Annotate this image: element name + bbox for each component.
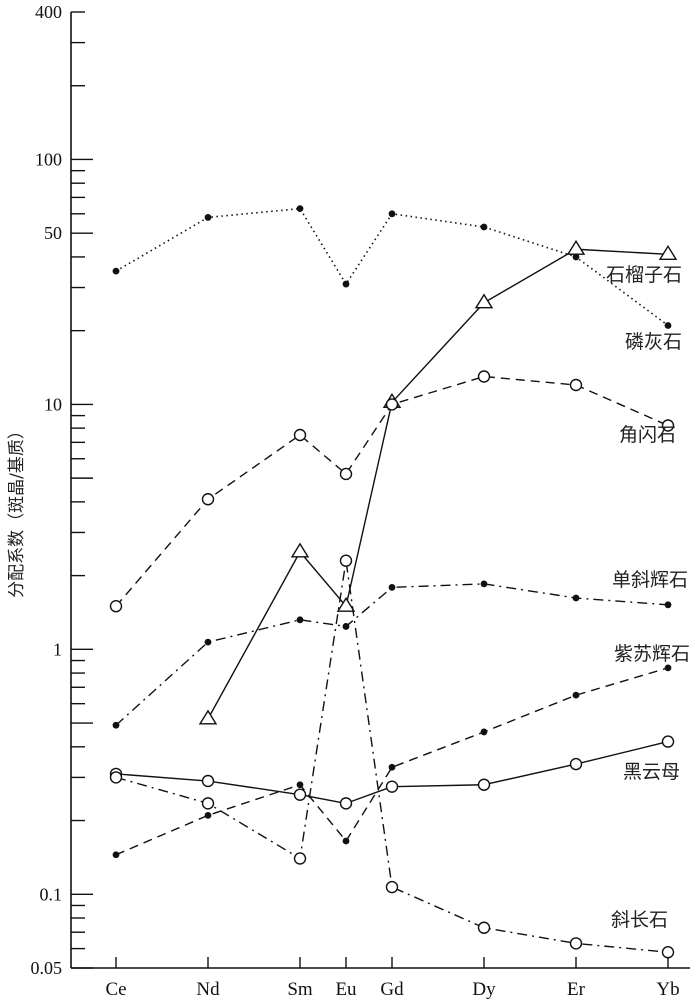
series-6 (109, 554, 675, 959)
data-point (661, 419, 675, 432)
x-tick-label: Sm (287, 979, 313, 1000)
data-point (204, 638, 212, 646)
x-tick-label: Er (567, 979, 586, 1000)
data-point (477, 370, 491, 383)
series-4 (112, 664, 672, 859)
data-point (658, 244, 678, 260)
data-point (661, 735, 675, 748)
data-point (388, 763, 396, 771)
data-point (664, 322, 672, 329)
series-line (115, 740, 669, 805)
data-point (388, 584, 396, 591)
y-tick-label: 0.1 (40, 884, 63, 904)
data-point (339, 797, 353, 810)
data-point (339, 554, 353, 567)
data-point (569, 378, 583, 392)
data-point (204, 214, 212, 221)
series-layer (109, 205, 678, 959)
data-point (385, 398, 399, 411)
series-line (115, 560, 669, 953)
x-tick-label: Nd (196, 979, 220, 1000)
data-point (572, 253, 580, 261)
data-point (336, 596, 356, 612)
series-line (115, 375, 669, 607)
series-3 (112, 580, 672, 729)
series-label: 石榴子石 (606, 264, 682, 286)
series-label: 斜长石 (611, 909, 668, 931)
y-tick-label: 50 (44, 223, 62, 243)
data-point (572, 691, 580, 699)
data-point (201, 493, 215, 506)
data-point (661, 946, 675, 959)
data-point (201, 797, 215, 810)
data-point (296, 781, 304, 789)
series-line (115, 207, 669, 327)
data-point (112, 721, 120, 729)
y-axis-label: 分配系数（斑晶/基质） (7, 422, 27, 598)
data-point (477, 778, 491, 791)
y-tick-label: 100 (35, 149, 62, 169)
x-tick-label: Gd (380, 979, 404, 1000)
y-tick-label: 1 (53, 639, 62, 659)
data-point (290, 542, 310, 558)
series-label: 单斜辉石 (612, 569, 688, 591)
series-label: 黑云母 (623, 761, 680, 783)
data-point (112, 267, 120, 275)
x-tick-label: Eu (335, 979, 357, 1000)
data-point (572, 594, 580, 602)
data-point (342, 280, 350, 288)
data-point (293, 428, 307, 442)
y-tick-label: 10 (44, 394, 62, 414)
data-point (569, 757, 583, 771)
y-tick-label: 400 (35, 2, 62, 22)
axes: 0.05 0.1 1 10 50 100 400 Ce Nd Sm Eu Gd Dy Er Yb 分配系数（斑… (7, 2, 690, 1000)
data-point (388, 210, 396, 218)
data-point (385, 880, 399, 894)
data-point (201, 774, 215, 788)
data-point (474, 293, 494, 309)
data-point (385, 780, 399, 793)
data-point (293, 788, 307, 801)
series-0 (198, 239, 678, 725)
y-tick-label: 0.05 (31, 958, 63, 978)
data-point (477, 921, 491, 934)
data-point (204, 811, 212, 819)
series-label: 磷灰石 (625, 331, 682, 353)
data-point (664, 601, 672, 609)
data-point (480, 223, 488, 231)
data-point (109, 600, 123, 613)
data-point (296, 205, 304, 213)
data-point (342, 623, 350, 630)
series-line (207, 248, 669, 720)
x-tick-label: Yb (656, 979, 679, 1000)
series-2 (109, 370, 675, 613)
series-label: 紫苏辉石 (614, 643, 690, 665)
data-point (112, 851, 120, 859)
data-point (198, 709, 218, 725)
data-point (296, 616, 304, 624)
x-tick-label: Dy (472, 979, 496, 1000)
series-label: 角闪石 (619, 424, 676, 446)
series-1 (112, 205, 672, 329)
data-point (109, 771, 123, 784)
data-point (293, 852, 307, 865)
data-point (480, 728, 488, 736)
x-tick-label: Ce (105, 979, 126, 1000)
data-point (339, 467, 353, 481)
series-line (115, 583, 669, 726)
data-point (569, 937, 583, 950)
data-point (664, 664, 672, 672)
series-5 (109, 735, 675, 810)
data-point (480, 580, 488, 588)
data-point (566, 239, 586, 255)
data-point (342, 837, 350, 845)
